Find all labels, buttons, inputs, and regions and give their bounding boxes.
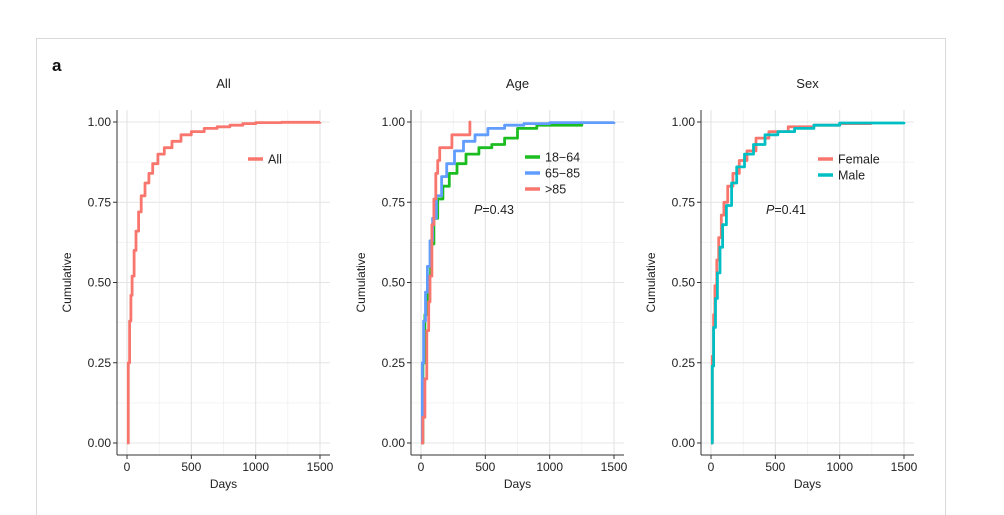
panel-label: a [52, 56, 62, 75]
y-tick-label: 0.50 [672, 276, 696, 290]
y-tick-label: 1.00 [88, 115, 112, 129]
x-tick-label: 1000 [826, 460, 853, 474]
y-tick-label: 0.00 [88, 436, 112, 450]
x-tick-label: 500 [475, 460, 495, 474]
y-tick-label: 1.00 [382, 115, 406, 129]
x-tick-label: 1500 [601, 460, 628, 474]
y-tick-label: 0.50 [382, 276, 406, 290]
series-line [421, 120, 472, 445]
y-tick-label: 0.25 [88, 356, 112, 370]
chart-title: Age [506, 76, 529, 91]
x-tick-label: 1000 [536, 460, 563, 474]
figure-frame [36, 38, 946, 515]
legend-label: >85 [545, 183, 566, 197]
y-tick-label: 0.75 [672, 195, 696, 209]
y-tick-label: 0.75 [88, 195, 112, 209]
x-axis-label: Days [210, 477, 237, 491]
series-line [710, 121, 906, 445]
y-axis-label: Cumulative [60, 252, 74, 312]
y-tick-label: 0.25 [382, 356, 406, 370]
chart-title: Sex [796, 76, 819, 91]
chart-title: All [216, 76, 231, 91]
y-tick-label: 0.25 [672, 356, 696, 370]
y-tick-label: 0.75 [382, 195, 406, 209]
legend-label: 65−85 [545, 167, 580, 181]
legend-label: All [268, 153, 282, 167]
legend-label: Male [838, 169, 865, 183]
y-tick-label: 0.00 [382, 436, 406, 450]
x-tick-label: 500 [765, 460, 785, 474]
x-axis-label: Days [504, 477, 531, 491]
x-tick-label: 1000 [242, 460, 269, 474]
x-tick-label: 0 [124, 460, 131, 474]
y-axis-label: Cumulative [644, 252, 658, 312]
x-tick-label: 500 [181, 460, 201, 474]
y-tick-label: 0.50 [88, 276, 112, 290]
p-value-annotation: P=0.43 [474, 203, 514, 217]
y-tick-label: 1.00 [672, 115, 696, 129]
x-tick-label: 1500 [891, 460, 918, 474]
x-axis-label: Days [794, 477, 821, 491]
x-tick-label: 0 [418, 460, 425, 474]
series-line [421, 123, 584, 445]
p-value-annotation: P=0.41 [766, 203, 806, 217]
y-tick-label: 0.00 [672, 436, 696, 450]
x-tick-label: 0 [708, 460, 715, 474]
y-axis-label: Cumulative [354, 252, 368, 312]
legend-label: 18−64 [545, 151, 580, 165]
legend-label: Female [838, 153, 880, 167]
x-tick-label: 1500 [307, 460, 334, 474]
series-line [126, 120, 322, 445]
series-line [420, 121, 616, 445]
